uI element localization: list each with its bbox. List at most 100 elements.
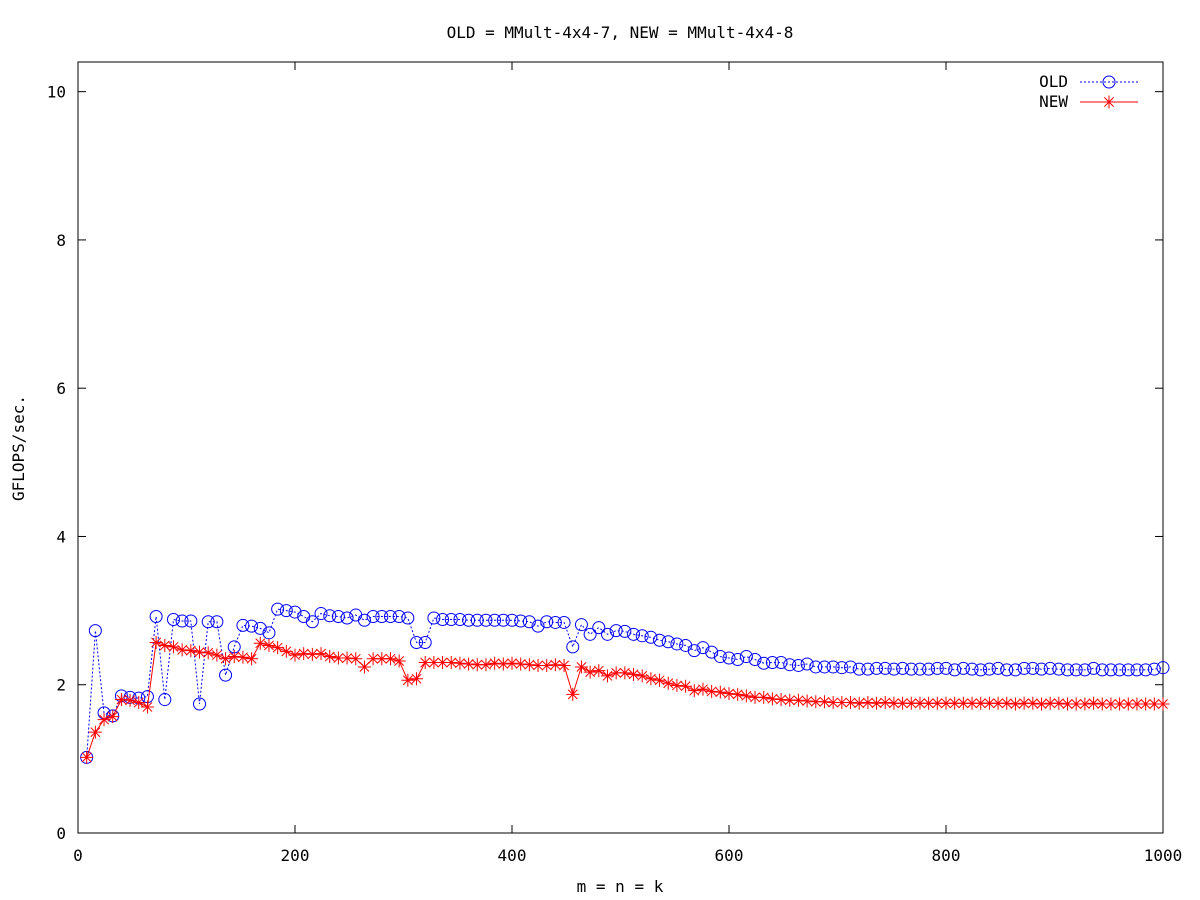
- data-point-new: [297, 647, 311, 661]
- data-point-old: [713, 650, 727, 664]
- data-point-old: [670, 637, 684, 651]
- data-point-new: [852, 696, 866, 710]
- y-tick-label: 6: [56, 379, 66, 398]
- data-point-new: [1000, 696, 1014, 710]
- data-point-new: [132, 696, 146, 710]
- data-point-new: [1078, 697, 1092, 711]
- data-point-new: [288, 648, 302, 662]
- data-point-old: [184, 614, 198, 628]
- data-point-new: [1121, 697, 1135, 711]
- data-point-old: [410, 635, 424, 649]
- data-point-old: [1095, 663, 1109, 677]
- data-point-new: [592, 664, 606, 678]
- data-point-new: [236, 650, 250, 664]
- data-point-old: [644, 630, 658, 644]
- data-point-new: [427, 655, 441, 669]
- data-point-new: [166, 640, 180, 654]
- data-point-old: [279, 604, 293, 618]
- data-point-new: [314, 647, 328, 661]
- data-point-new: [826, 696, 840, 710]
- data-point-old: [687, 644, 701, 658]
- data-point-new: [679, 679, 693, 693]
- data-point-old: [505, 613, 519, 627]
- data-point-old: [1104, 663, 1118, 677]
- series-old: [80, 602, 1170, 764]
- data-point-old: [1034, 662, 1048, 676]
- data-point-new: [114, 693, 128, 707]
- data-point-new: [1069, 697, 1083, 711]
- series-layer: [80, 602, 1170, 764]
- data-point-new: [965, 696, 979, 710]
- data-point-old: [627, 627, 641, 641]
- data-point-new: [809, 695, 823, 709]
- data-point-new: [505, 656, 519, 670]
- data-point-old: [462, 613, 476, 627]
- data-point-new: [844, 696, 858, 710]
- data-point-old: [1026, 661, 1040, 675]
- data-point-old: [149, 610, 163, 624]
- data-point-old: [166, 612, 180, 626]
- data-point-new: [870, 696, 884, 710]
- data-point-old: [653, 633, 667, 647]
- data-point-old: [1017, 661, 1031, 675]
- legend-marker: [1102, 75, 1116, 89]
- data-point-old: [705, 645, 719, 659]
- data-point-new: [887, 696, 901, 710]
- data-point-new: [262, 638, 276, 652]
- data-point-new: [583, 665, 597, 679]
- x-tick-label: 1000: [1144, 846, 1183, 865]
- data-point-new: [566, 687, 580, 701]
- data-point-new: [123, 693, 137, 707]
- data-point-old: [956, 661, 970, 675]
- data-point-new: [548, 658, 562, 672]
- legend-label: OLD: [1039, 72, 1068, 91]
- data-point-old: [583, 627, 597, 641]
- data-point-old: [878, 661, 892, 675]
- chart-title: OLD = MMult-4x4-7, NEW = MMult-4x4-8: [447, 23, 794, 42]
- data-point-old: [88, 624, 102, 638]
- data-point-new: [1104, 697, 1118, 711]
- data-point-new: [488, 656, 502, 670]
- data-point-old: [757, 656, 771, 670]
- data-point-old: [835, 661, 849, 675]
- data-point-new: [739, 689, 753, 703]
- data-point-old: [340, 611, 354, 625]
- data-point-new: [149, 635, 163, 649]
- data-point-new: [253, 636, 267, 650]
- data-point-new: [627, 667, 641, 681]
- data-point-new: [1130, 697, 1144, 711]
- data-point-old: [896, 661, 910, 675]
- data-point-new: [453, 656, 467, 670]
- data-point-new: [722, 687, 736, 701]
- data-point-new: [731, 687, 745, 701]
- data-point-old: [236, 618, 250, 632]
- data-point-old: [1052, 662, 1066, 676]
- data-point-new: [1017, 696, 1031, 710]
- data-point-new: [939, 696, 953, 710]
- data-point-old: [496, 613, 510, 627]
- data-point-old: [791, 658, 805, 672]
- data-point-new: [175, 643, 189, 657]
- data-point-new: [158, 638, 172, 652]
- data-point-new: [557, 658, 571, 672]
- y-tick-label: 4: [56, 527, 66, 546]
- data-point-new: [392, 654, 406, 668]
- data-point-old: [427, 611, 441, 625]
- data-point-new: [757, 690, 771, 704]
- data-point-new: [904, 696, 918, 710]
- data-point-old: [262, 626, 276, 640]
- data-point-new: [948, 696, 962, 710]
- data-point-old: [245, 619, 259, 633]
- x-tick-label: 200: [281, 846, 310, 865]
- data-point-new: [349, 652, 363, 666]
- data-point-new: [210, 648, 224, 662]
- data-point-new: [713, 685, 727, 699]
- data-point-new: [913, 696, 927, 710]
- data-point-new: [748, 690, 762, 704]
- data-point-old: [930, 661, 944, 675]
- data-point-old: [375, 610, 389, 624]
- data-point-new: [1113, 697, 1127, 711]
- data-point-old: [982, 662, 996, 676]
